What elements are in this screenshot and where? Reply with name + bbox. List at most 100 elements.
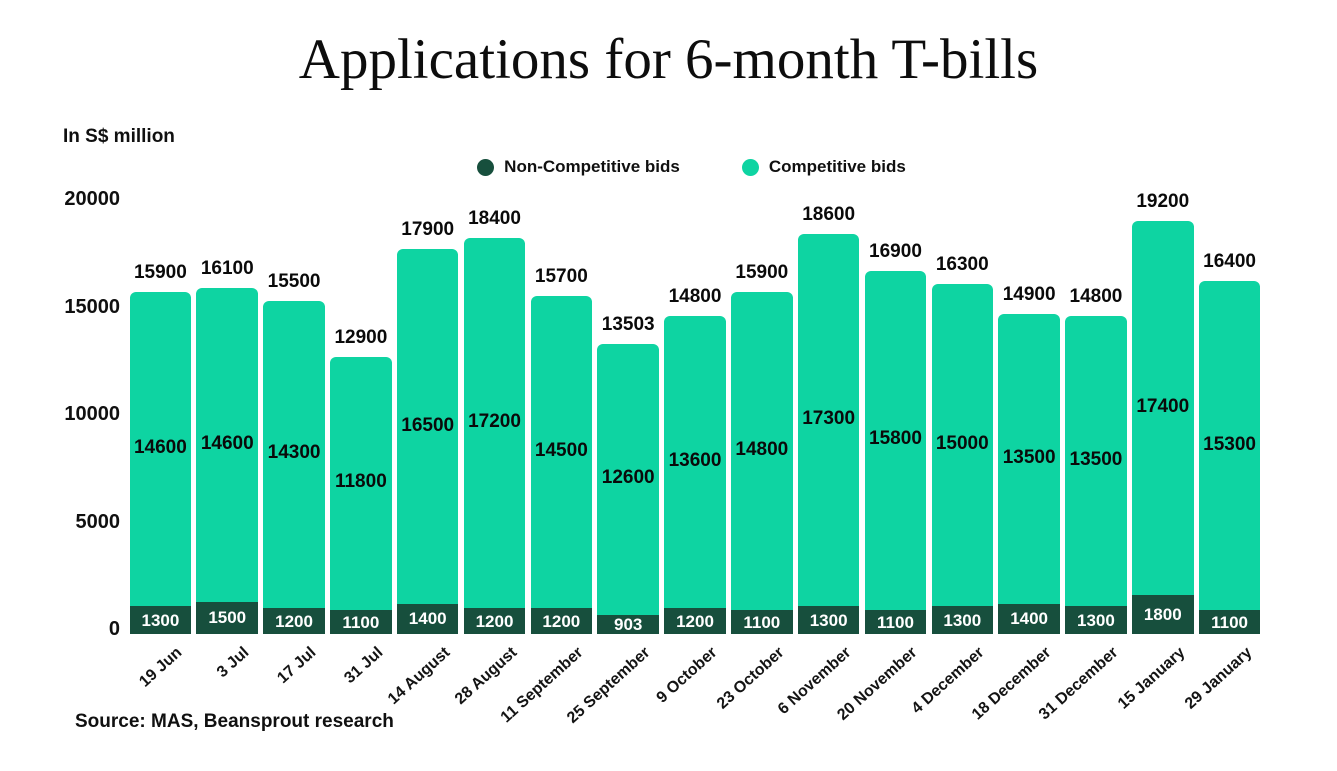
- source-note: Source: MAS, Beansprout research: [75, 711, 394, 732]
- competitive-value-label: 14300: [267, 442, 321, 464]
- legend-dot-icon: [741, 158, 759, 176]
- total-value-label: 18400: [468, 208, 521, 230]
- non-competitive-value-label: 1100: [743, 612, 781, 632]
- unit-note: In S$ million: [63, 126, 175, 147]
- competitive-value-label: 17300: [802, 408, 856, 430]
- y-axis-tick-label: 0: [108, 618, 120, 640]
- stacked-bar: 1800 17400: [1132, 221, 1194, 634]
- x-axis-label: 3 Jul: [214, 644, 253, 682]
- x-axis-label: 28 August: [451, 644, 520, 708]
- competitive-value-label: 14600: [133, 437, 187, 459]
- stacked-bar: 1400 13500: [998, 313, 1060, 634]
- non-competitive-value-label: 1100: [1211, 612, 1249, 632]
- stacked-bar: 1200 17200: [463, 238, 526, 634]
- stacked-bar: 1400 16500: [396, 249, 459, 634]
- bar-segment-non-competitive: 1100: [330, 610, 392, 634]
- non-competitive-value-label: 1200: [676, 611, 714, 631]
- x-axis-label: 25 September: [564, 644, 654, 727]
- total-value-label: 14900: [1002, 283, 1056, 305]
- competitive-value-label: 14800: [735, 439, 789, 461]
- total-value-label: 18600: [802, 204, 856, 226]
- bar-segment-non-competitive: 1200: [664, 608, 726, 634]
- x-axis-label: 23 October: [713, 644, 788, 713]
- x-axis-label: 31 December: [1035, 644, 1122, 724]
- total-value-label: 13503: [601, 313, 655, 335]
- bar-segment-non-competitive: 1300: [931, 606, 994, 634]
- non-competitive-value-label: 1200: [475, 611, 514, 631]
- bar-segment-non-competitive: 1400: [396, 603, 459, 634]
- y-axis-tick-label: 10000: [64, 403, 120, 425]
- non-competitive-value-label: 1300: [141, 610, 180, 630]
- competitive-value-label: 15000: [935, 432, 989, 454]
- total-value-label: 16900: [869, 240, 922, 262]
- bar-segment-non-competitive: 1300: [1065, 606, 1127, 634]
- competitive-value-label: 15300: [1203, 433, 1256, 455]
- bar-segment-non-competitive: 1300: [797, 606, 860, 634]
- total-value-label: 15900: [133, 262, 187, 284]
- non-competitive-value-label: 903: [613, 614, 643, 634]
- competitive-value-label: 12600: [601, 467, 655, 489]
- x-axis-label: 29 January: [1181, 644, 1255, 713]
- y-axis-tick-label: 20000: [64, 188, 120, 210]
- stacked-bar: 1500 14600: [196, 287, 258, 634]
- non-competitive-value-label: 1300: [809, 610, 848, 630]
- total-value-label: 15500: [267, 270, 321, 292]
- bar-segment-non-competitive: 1800: [1132, 595, 1194, 634]
- bar-segment-non-competitive: 1500: [196, 601, 258, 634]
- x-axis-label: 6 November: [774, 644, 855, 718]
- bar-segment-non-competitive: 1200: [263, 608, 325, 634]
- x-axis-label: 31 Jul: [341, 644, 387, 687]
- stacked-bar: 1300 17300: [797, 234, 860, 634]
- bar-segment-non-competitive: 1100: [864, 610, 927, 634]
- bar-segment-non-competitive: 1100: [1198, 610, 1261, 634]
- x-axis-label: 20 November: [834, 644, 921, 724]
- stacked-bar: 1200 13600: [664, 315, 726, 634]
- competitive-value-label: 14600: [200, 432, 254, 454]
- bar-segment-non-competitive: 1400: [998, 603, 1060, 634]
- x-axis-label: 11 September: [498, 644, 587, 727]
- competitive-value-label: 17400: [1136, 396, 1190, 418]
- competitive-value-label: 16500: [401, 414, 455, 436]
- total-value-label: 19200: [1136, 191, 1190, 213]
- non-competitive-value-label: 1800: [1143, 605, 1182, 625]
- competitive-value-label: 13600: [668, 449, 722, 471]
- total-value-label: 15700: [534, 266, 588, 288]
- x-axis-label: 19 Jun: [136, 644, 186, 691]
- total-value-label: 12900: [334, 326, 388, 348]
- legend-item-competitive: Competitive bids: [741, 157, 906, 177]
- non-competitive-value-label: 1300: [1077, 610, 1115, 630]
- stacked-bar: 1100 15300: [1198, 281, 1261, 634]
- bar-segment-non-competitive: 1200: [463, 608, 526, 634]
- total-value-label: 14800: [668, 285, 722, 307]
- non-competitive-value-label: 1200: [542, 611, 581, 631]
- x-axis-label: 17 Jul: [274, 644, 320, 687]
- bar-segment-non-competitive: 1100: [731, 610, 793, 634]
- total-value-label: 15900: [735, 262, 789, 284]
- stacked-bar: 1100 15800: [864, 270, 927, 634]
- y-axis-tick-label: 5000: [75, 510, 121, 533]
- stacked-bar: 1300 14600: [129, 292, 192, 634]
- stacked-bar: 1200 14500: [530, 296, 593, 634]
- stacked-bar: 1200 14300: [263, 300, 325, 634]
- legend-item-non-competitive: Non-Competitive bids: [477, 157, 680, 177]
- legend: Non-Competitive bids Competitive bids: [46, 157, 1337, 177]
- non-competitive-value-label: 1500: [208, 608, 247, 628]
- legend-dot-icon: [477, 158, 495, 176]
- stacked-bar: 1100 11800: [330, 356, 392, 634]
- bar-segment-non-competitive: 1300: [129, 606, 192, 634]
- legend-item-label: Competitive bids: [768, 157, 906, 176]
- chart-title: Applications for 6-month T-bills: [298, 28, 1039, 91]
- non-competitive-value-label: 1300: [943, 610, 982, 630]
- bar-segment-non-competitive: 903: [597, 614, 659, 634]
- stacked-bar: 1100 14800: [731, 292, 793, 634]
- total-value-label: 16100: [200, 257, 254, 279]
- x-axis-label: 4 December: [908, 644, 988, 718]
- stacked-bar: 1300 13500: [1065, 315, 1127, 634]
- x-axis-label: 14 August: [384, 644, 454, 708]
- total-value-label: 16300: [935, 253, 989, 275]
- non-competitive-value-label: 1100: [342, 612, 380, 632]
- x-axis-label: 18 December: [969, 644, 1055, 724]
- y-axis-tick-label: 15000: [64, 295, 120, 318]
- non-competitive-value-label: 1400: [408, 609, 447, 629]
